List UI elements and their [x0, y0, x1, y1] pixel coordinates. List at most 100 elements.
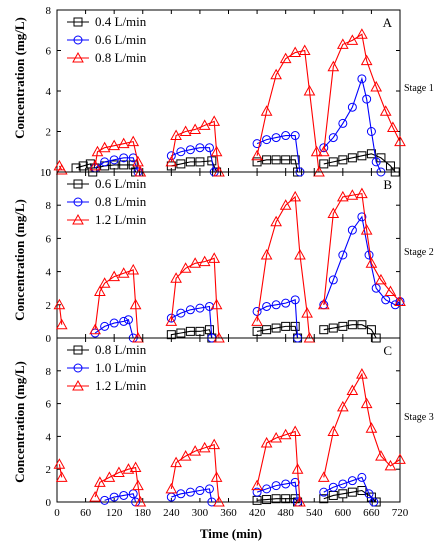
panel-c-series-line	[170, 443, 220, 503]
panel-b-data-point	[179, 262, 192, 273]
panel-a-data-point	[360, 54, 373, 66]
panel-a-series-3	[53, 28, 406, 177]
panel-c-data-point	[134, 495, 147, 507]
panel-a-data-point	[119, 153, 129, 163]
panel-b-legend-entry: 1.2 L/min	[67, 212, 147, 227]
panel-c-data-point	[360, 397, 373, 409]
panel-a-data-point	[327, 60, 340, 72]
panel-c-data-point	[347, 476, 357, 486]
panel-b-data-point	[170, 272, 182, 283]
panel-c-data-point	[338, 489, 348, 499]
x-tick-label: 420	[249, 507, 266, 519]
panel-c-data-point	[204, 484, 214, 494]
x-tick-label: 0	[54, 507, 60, 519]
panel-a-data-point	[195, 143, 205, 153]
panel-b-data-point	[195, 303, 205, 313]
panel-a-data-point	[132, 155, 144, 167]
panel-a-data-point	[387, 121, 399, 132]
x-tick-label: 660	[363, 507, 380, 519]
panel-b-data-point	[364, 250, 374, 260]
panel-a-data-point	[371, 157, 381, 167]
panel-a-data-point	[379, 105, 392, 116]
panel-c-data-point	[365, 422, 378, 433]
x-tick-label: 720	[392, 507, 409, 519]
panel-a-data-point	[290, 155, 300, 165]
panel-b-data-point	[301, 307, 313, 318]
panel-b-series-line	[94, 319, 134, 339]
panel-b-legend-marker	[73, 197, 83, 207]
panel-b-legend-label: 1.2 L/min	[95, 212, 147, 227]
panel-b-data-point	[290, 321, 300, 331]
panel-b-data-point	[262, 325, 272, 335]
panel-b-data-point	[366, 325, 376, 335]
x-tick-label: 180	[135, 507, 152, 519]
panel-a-series-line	[256, 49, 320, 173]
panel-c-legend-label: 0.8 L/min	[95, 342, 147, 357]
panel-a-data-point	[357, 74, 367, 84]
panel-c-data-point	[371, 497, 381, 507]
panel-b-legend-marker	[73, 179, 83, 189]
panel-b-data-point	[375, 273, 387, 285]
panel-c-y-tick-label: 6	[46, 399, 52, 411]
panel-c-y-tick-label: 2	[46, 464, 52, 476]
panel-b-legend-entry: 0.8 L/min	[67, 194, 147, 209]
panel-b-series-line	[323, 192, 401, 305]
panel-c-legend-marker	[72, 379, 84, 391]
panel-a-data-point	[394, 135, 406, 147]
panel-b-series-line	[94, 269, 139, 339]
panel-b-data-point	[89, 323, 101, 335]
panel-c-data-point	[109, 492, 119, 502]
panel-c-y-tick-label: 8	[46, 366, 52, 378]
panel-b-data-point	[109, 318, 119, 328]
panel-b-data-point	[394, 295, 406, 306]
panel-a-legend-marker	[73, 17, 83, 27]
panel-c-data-point	[119, 490, 129, 500]
panel-c-data-point	[394, 453, 406, 464]
panel-c-data-point	[122, 463, 135, 474]
panel-b-data-point	[319, 325, 329, 335]
panel-a-data-point	[271, 133, 281, 143]
x-tick-label: 360	[220, 507, 237, 519]
panel-c-data-point	[317, 471, 330, 482]
panel-a-legend-marker	[73, 35, 83, 45]
panel-a-data-point	[109, 160, 119, 170]
panel-b-legend-entry: 0.6 L/min	[67, 176, 147, 191]
panel-a-data-point	[281, 131, 291, 141]
panel-b-data-point	[166, 313, 176, 323]
panel-b-series-line	[256, 195, 311, 339]
panel-c-data-point	[375, 450, 387, 461]
panel-c-series-line	[104, 493, 137, 503]
panel-a-data-point	[347, 102, 357, 112]
panel-a-data-point	[189, 123, 202, 134]
panel-a-legend-entry: 0.4 L/min	[67, 14, 147, 29]
panel-a-data-point	[109, 155, 119, 165]
panel-b-data-point	[346, 189, 359, 200]
panel-c-data-point	[208, 438, 221, 450]
panel-a-data-point	[317, 145, 330, 157]
x-tick-label: 240	[163, 507, 180, 519]
panel-b-data-point	[117, 267, 130, 278]
panel-c-data-point	[189, 445, 202, 456]
panel-a-data-point	[100, 157, 110, 167]
panel-b-data-point	[328, 323, 338, 333]
panel-c-data-point	[336, 400, 349, 412]
panel-c-data-point	[281, 494, 291, 504]
panel-a-data-point	[78, 161, 88, 171]
panel-b-data-point	[289, 190, 302, 202]
panel-b-series-3	[53, 187, 406, 343]
panel-a-data-point	[338, 155, 348, 165]
panel-a-letter: A	[383, 15, 393, 30]
x-axis-label: Time (min)	[200, 526, 262, 541]
panel-c-data-point	[328, 482, 338, 492]
panel-c-data-point	[291, 463, 304, 474]
panel-b-data-point	[176, 308, 186, 318]
panel-a-data-point	[208, 115, 221, 126]
panel-c-legend-entry: 1.0 L/min	[67, 360, 147, 375]
panel-c-stage-label: Stage 3	[404, 412, 434, 423]
panel-b-data-point	[317, 298, 330, 310]
panel-a-data-point	[165, 155, 178, 167]
panel-a-data-point	[347, 153, 357, 163]
panel-c-data-point	[53, 458, 66, 469]
panel-b-data-point	[262, 301, 272, 311]
